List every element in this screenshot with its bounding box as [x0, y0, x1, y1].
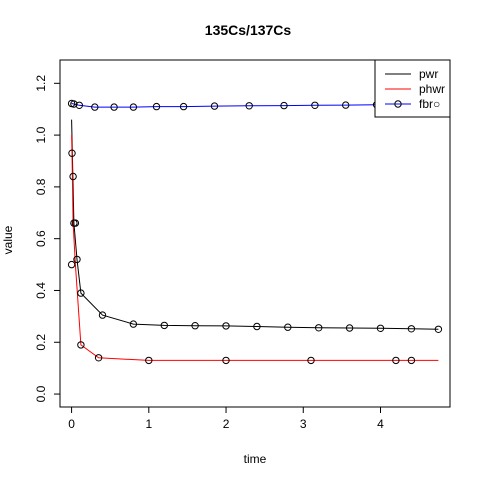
y-tick-label: 0.0	[34, 385, 48, 402]
y-axis-label: value	[1, 225, 15, 254]
x-tick-label: 0	[68, 417, 75, 431]
data-point-phwr	[307, 356, 315, 365]
data-point-fbr	[342, 101, 350, 109]
data-point-pwr	[129, 320, 138, 328]
y-tick-label: 0.8	[34, 178, 48, 195]
data-point-fbr	[311, 101, 319, 110]
data-point-fbr	[110, 103, 118, 111]
legend-label-phwr: phwr	[419, 82, 445, 96]
legend-marker-fbr	[394, 100, 402, 108]
data-point-fbr	[75, 101, 84, 110]
data-point-pwr	[222, 322, 230, 330]
data-point-pwr	[434, 325, 443, 333]
data-point-pwr	[253, 322, 261, 331]
x-tick-label: 4	[377, 417, 384, 431]
data-point-phwr	[77, 341, 85, 349]
series-lines	[71, 103, 439, 361]
series-line-phwr	[71, 135, 439, 361]
x-axis-label: time	[244, 452, 267, 466]
data-point-fbr	[70, 100, 78, 108]
data-point-pwr	[73, 255, 81, 264]
data-point-phwr	[145, 356, 153, 365]
data-point-pwr	[345, 324, 354, 332]
data-point-fbr	[210, 102, 219, 110]
data-point-fbr	[245, 102, 253, 110]
axis-ticks: 0 1 2 3 4 0.0 0.2 0.4 0.6 0.8 1.0 1.2	[34, 75, 384, 431]
chart-title: 135Cs/137Cs	[205, 22, 292, 38]
data-point-fbr	[152, 102, 161, 111]
y-tick-label: 0.4	[34, 282, 48, 299]
data-point-phwr	[69, 172, 77, 181]
data-point-fbr	[91, 103, 99, 111]
y-tick-label: 1.2	[34, 75, 48, 92]
series-line-fbr	[71, 103, 439, 108]
legend-label-pwr: pwr	[419, 67, 438, 81]
x-tick-label: 2	[223, 417, 230, 431]
legend-label-fbr: fbr○	[419, 97, 440, 111]
series-line-pwr	[71, 119, 439, 330]
data-point-pwr	[284, 323, 292, 331]
plot-frame	[59, 59, 451, 408]
data-point-phwr	[407, 356, 416, 365]
x-tick-label: 3	[300, 417, 307, 431]
data-point-fbr	[129, 103, 138, 111]
y-tick-label: 0.2	[34, 334, 48, 351]
data-point-phwr	[94, 354, 103, 362]
data-point-pwr	[376, 324, 385, 332]
data-point-phwr	[68, 149, 76, 157]
data-point-phwr	[222, 356, 230, 365]
x-tick-label: 1	[145, 417, 152, 431]
data-point-fbr	[179, 102, 188, 111]
y-tick-label: 1.0	[34, 126, 48, 143]
data-point-pwr	[160, 321, 169, 330]
data-point-pwr	[191, 322, 199, 330]
data-point-pwr	[407, 325, 416, 333]
data-point-pwr	[98, 311, 107, 319]
data-point-pwr	[77, 289, 85, 297]
data-point-fbr	[280, 101, 288, 110]
data-point-phwr	[71, 219, 80, 227]
series-markers	[67, 99, 443, 365]
data-point-pwr	[67, 260, 76, 269]
y-tick-label: 0.6	[34, 230, 48, 247]
data-point-pwr	[315, 324, 323, 332]
data-point-phwr	[392, 356, 400, 365]
